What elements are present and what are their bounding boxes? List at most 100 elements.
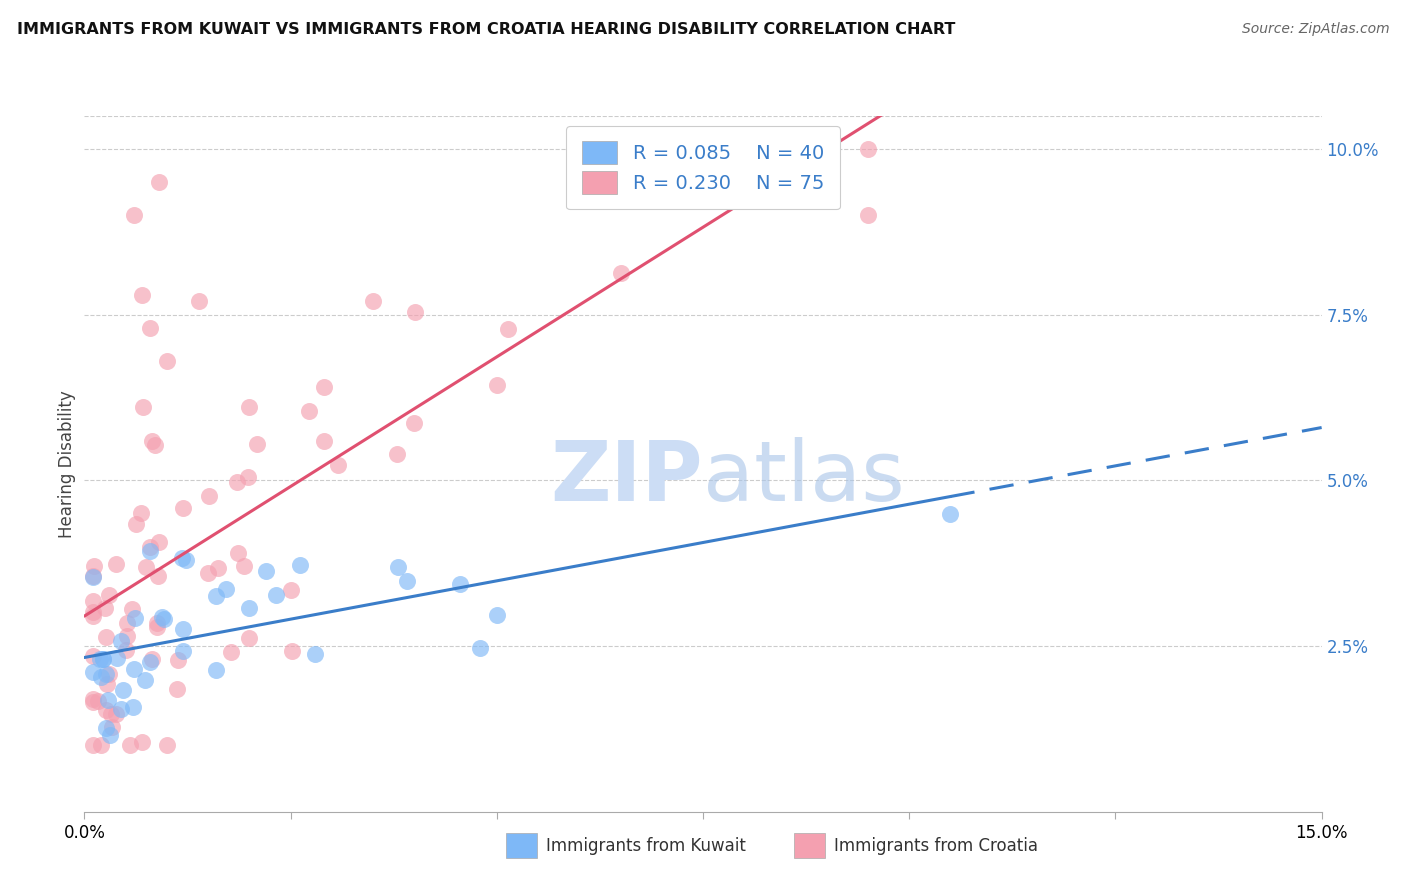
Point: [82, 665, 104, 680]
Point: [82, 649, 104, 664]
Point: [449, 576, 471, 591]
Point: [114, 642, 136, 657]
Point: [198, 489, 221, 503]
Point: [105, 557, 128, 571]
Point: [82, 695, 104, 709]
Text: atlas: atlas: [703, 437, 904, 518]
Point: [131, 506, 153, 520]
Point: [90, 739, 112, 753]
Point: [141, 434, 163, 449]
Y-axis label: Hearing Disability: Hearing Disability: [58, 390, 76, 538]
Point: [187, 293, 209, 308]
Point: [153, 612, 176, 626]
Point: [246, 437, 269, 451]
Point: [146, 616, 169, 631]
Point: [122, 662, 145, 676]
Point: [280, 582, 302, 597]
Legend: R = 0.085    N = 40, R = 0.230    N = 75: R = 0.085 N = 40, R = 0.230 N = 75: [567, 126, 839, 210]
Point: [97, 588, 120, 602]
Point: [238, 401, 260, 415]
Point: [125, 517, 148, 532]
Point: [207, 560, 229, 574]
Point: [98, 667, 121, 681]
Point: [146, 569, 169, 583]
Point: [939, 507, 962, 521]
Point: [82, 570, 104, 584]
Point: [98, 728, 121, 742]
Point: [396, 574, 419, 589]
Point: [94, 600, 117, 615]
Point: [856, 142, 879, 156]
Point: [82, 691, 104, 706]
Point: [101, 720, 124, 734]
Point: [172, 643, 194, 657]
Point: [143, 437, 166, 451]
Point: [138, 655, 160, 669]
Point: [134, 673, 156, 688]
Point: [132, 401, 155, 415]
Point: [485, 377, 508, 392]
Point: [156, 739, 179, 753]
Point: [404, 304, 426, 318]
Point: [90, 669, 112, 683]
Text: Immigrants from Croatia: Immigrants from Croatia: [834, 837, 1038, 855]
Point: [166, 681, 188, 696]
Text: Source: ZipAtlas.com: Source: ZipAtlas.com: [1241, 22, 1389, 37]
Point: [94, 703, 117, 717]
Point: [496, 322, 519, 336]
Point: [314, 380, 336, 394]
Point: [254, 564, 277, 578]
Point: [174, 553, 197, 567]
Point: [236, 469, 259, 483]
Point: [470, 641, 492, 656]
Point: [139, 544, 162, 558]
Point: [124, 610, 146, 624]
Point: [122, 208, 145, 222]
Point: [485, 607, 508, 622]
Point: [219, 645, 242, 659]
Point: [205, 663, 228, 677]
Point: [205, 589, 228, 603]
Point: [121, 602, 143, 616]
Point: [112, 683, 135, 698]
Point: [172, 551, 194, 566]
Point: [82, 593, 104, 607]
Point: [91, 652, 114, 666]
Point: [145, 620, 167, 634]
Point: [131, 288, 153, 302]
Point: [105, 651, 128, 665]
Point: [238, 600, 260, 615]
Point: [141, 652, 163, 666]
Point: [135, 560, 157, 574]
Point: [281, 643, 304, 657]
Point: [197, 566, 219, 580]
Point: [139, 321, 162, 335]
Text: IMMIGRANTS FROM KUWAIT VS IMMIGRANTS FROM CROATIA HEARING DISABILITY CORRELATION: IMMIGRANTS FROM KUWAIT VS IMMIGRANTS FRO…: [17, 22, 955, 37]
Point: [233, 558, 256, 573]
Text: ZIP: ZIP: [551, 437, 703, 518]
Point: [214, 582, 236, 596]
Point: [387, 560, 409, 574]
Point: [226, 546, 249, 560]
Point: [110, 702, 132, 716]
Point: [387, 447, 409, 461]
Point: [122, 700, 145, 714]
Point: [264, 588, 287, 602]
Point: [148, 175, 170, 189]
Point: [328, 458, 350, 472]
Point: [94, 630, 117, 644]
Point: [100, 706, 122, 721]
Point: [94, 666, 117, 681]
Point: [856, 208, 879, 222]
Point: [118, 739, 141, 753]
Point: [288, 558, 311, 573]
Text: Immigrants from Kuwait: Immigrants from Kuwait: [546, 837, 745, 855]
Point: [172, 500, 194, 515]
Point: [361, 293, 384, 308]
Point: [82, 606, 104, 620]
Point: [82, 609, 104, 624]
Point: [172, 623, 194, 637]
Point: [96, 677, 118, 691]
Point: [87, 694, 110, 708]
Point: [150, 609, 173, 624]
